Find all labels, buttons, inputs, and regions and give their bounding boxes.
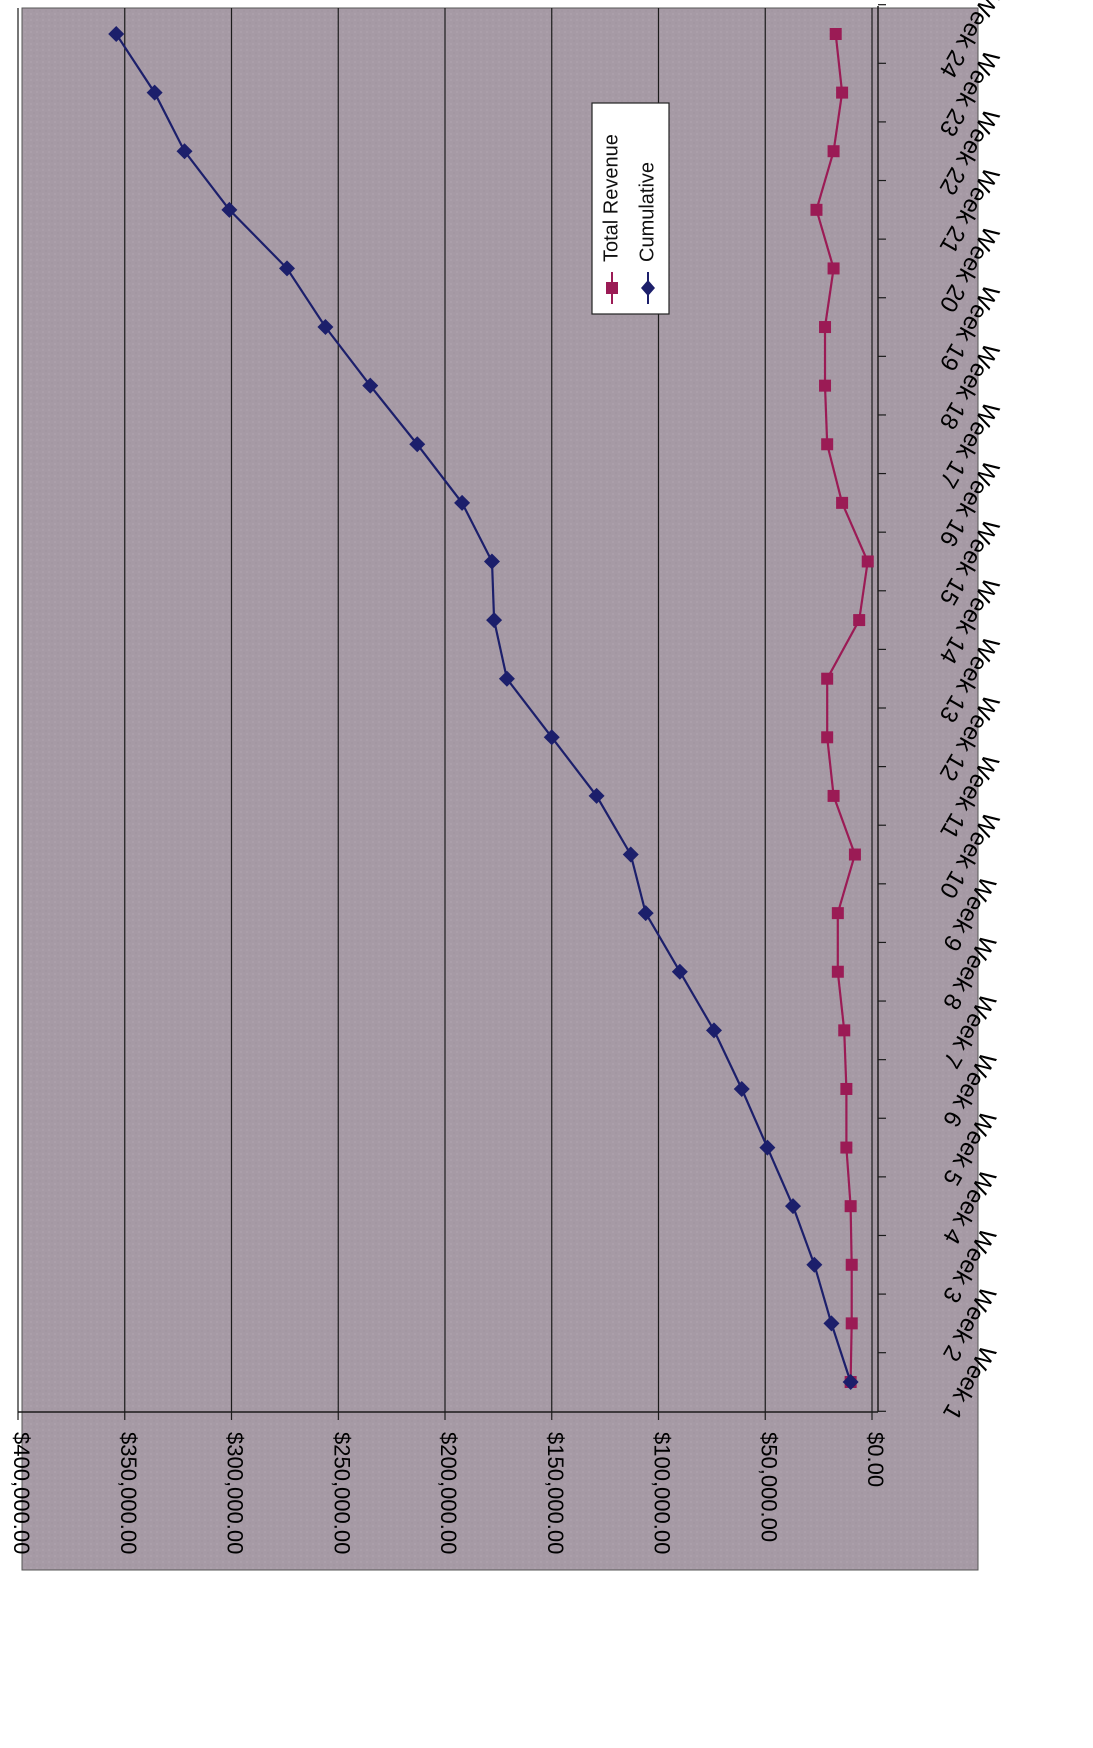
data-point (279, 260, 296, 277)
data-point (831, 965, 844, 978)
data-point (543, 729, 560, 746)
legend-marker (606, 282, 618, 294)
gridlines (17, 8, 873, 1412)
y-tick-label: $150,000.00 (543, 1432, 568, 1554)
data-point (836, 496, 849, 509)
y-tick-label: $200,000.00 (436, 1432, 461, 1554)
data-point (362, 377, 379, 394)
data-point (821, 731, 834, 744)
data-point (454, 494, 471, 511)
y-tick-label: $350,000.00 (116, 1432, 141, 1554)
legend-item: Cumulative (636, 162, 658, 304)
data-point (810, 203, 823, 216)
data-point (840, 1082, 853, 1095)
data-point (848, 848, 861, 861)
series-total-revenue (810, 28, 874, 1388)
data-point (409, 436, 426, 453)
legend: Total Revenue Cumulative (591, 102, 670, 315)
y-tick-label: $400,000.00 (9, 1432, 34, 1554)
data-point (759, 1139, 776, 1156)
data-point (146, 84, 163, 101)
data-point (498, 670, 515, 687)
data-point (108, 26, 125, 42)
data-point (733, 1080, 750, 1097)
series-layer (108, 26, 874, 1390)
legend-item: Total Revenue (600, 134, 622, 304)
data-point (821, 672, 834, 685)
data-point (221, 201, 238, 218)
data-point (827, 145, 840, 158)
legend-label: Total Revenue (600, 134, 622, 262)
legend-marker (641, 280, 655, 296)
axes (18, 6, 879, 1413)
data-point (176, 143, 193, 160)
series-cumulative (108, 26, 859, 1390)
data-point (829, 28, 842, 40)
data-point (806, 1256, 823, 1273)
data-point (671, 963, 688, 980)
data-point (838, 1024, 851, 1037)
data-point (483, 553, 500, 570)
data-point (637, 905, 654, 922)
data-point (317, 319, 334, 336)
y-tick-label: $250,000.00 (329, 1432, 354, 1554)
data-point (706, 1022, 723, 1039)
data-point (588, 787, 605, 804)
data-point (836, 86, 849, 99)
data-point (844, 1200, 857, 1213)
data-point (853, 614, 866, 627)
y-axis-ticks: $0.00 $50,000.00 $100,000.00 $150,000.00 $20… (9, 1412, 888, 1554)
y-tick-label: $300,000.00 (223, 1432, 248, 1554)
y-tick-label: $50,000.00 (756, 1432, 781, 1542)
data-point (842, 1374, 859, 1390)
data-point (622, 846, 639, 863)
y-tick-label: $0.00 (863, 1432, 888, 1487)
data-point (831, 907, 844, 920)
data-point (823, 1315, 840, 1332)
legend-label: Cumulative (636, 162, 658, 262)
y-tick-label: $100,000.00 (650, 1432, 675, 1554)
data-point (821, 438, 834, 451)
data-point (861, 555, 874, 568)
legend-box (591, 102, 670, 315)
data-point (840, 1141, 853, 1154)
data-point (819, 379, 832, 392)
series-line (115, 33, 852, 1383)
data-point (486, 612, 503, 629)
data-point (845, 1258, 858, 1271)
data-point (845, 1317, 858, 1330)
series-line (815, 33, 869, 1383)
plot-area (21, 7, 979, 1571)
data-point (827, 262, 840, 275)
data-point (785, 1198, 802, 1215)
data-point (819, 321, 832, 334)
data-point (827, 789, 840, 802)
